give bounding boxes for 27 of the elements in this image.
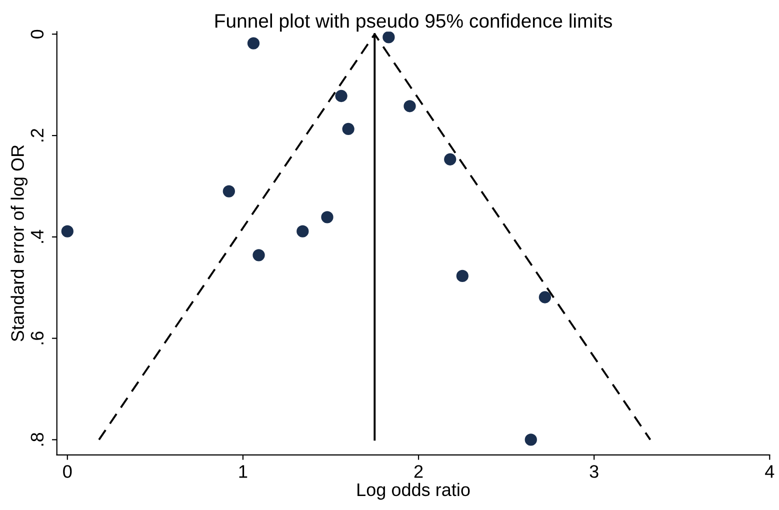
point [247,37,260,50]
y-tick-label: .6 [30,332,44,344]
x-tick-label: 0 [63,465,72,478]
x-axis-title: Log odds ratio [358,482,470,500]
y-axis-title: Standard error of log OR [10,145,28,342]
chart-title: Funnel plot with pseudo 95% confidence limits [215,13,612,32]
point [404,100,416,112]
point [524,434,537,446]
x-tick-label: 4 [765,465,774,478]
point [342,122,354,136]
x-tick-label: 2 [414,465,423,478]
point [252,249,265,262]
y-tick-label: .4 [30,230,44,243]
point [61,225,74,238]
point [444,153,456,166]
point [382,32,395,44]
point [222,185,235,198]
y-tick-label: .8 [30,432,44,446]
y-tick-label: 0 [30,30,44,38]
y-tick-label: .2 [30,128,44,142]
point [456,270,468,282]
point [321,211,334,224]
point [335,90,348,102]
x-tick-label: 3 [590,465,598,478]
point [296,225,309,238]
point [538,291,552,304]
x-tick-label: 1 [239,465,248,478]
